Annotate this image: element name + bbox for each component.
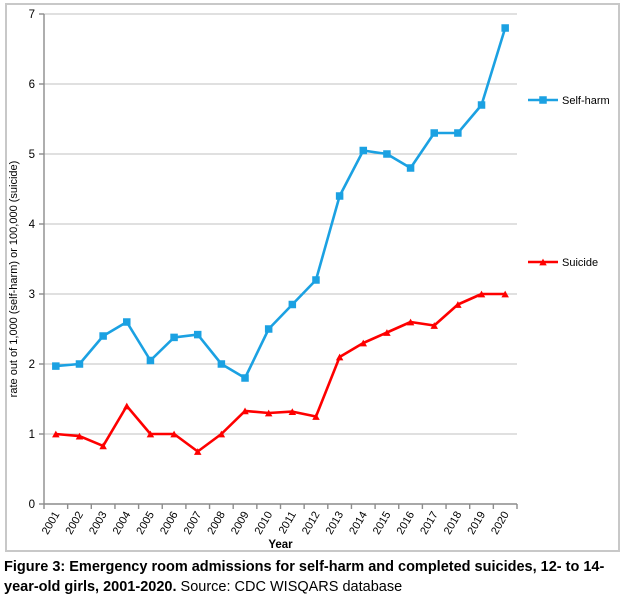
- data-point-marker: [454, 301, 462, 308]
- x-tick-label: 2003: [87, 510, 110, 537]
- data-point-marker: [359, 146, 368, 155]
- x-tick-label: 2009: [229, 510, 252, 537]
- data-point-marker: [146, 356, 155, 365]
- data-point-marker: [288, 408, 297, 415]
- data-point-marker: [288, 300, 297, 309]
- y-tick-label: 3: [29, 289, 35, 301]
- x-tick-label: 2008: [205, 510, 228, 537]
- x-tick-label: 2020: [489, 510, 512, 537]
- x-tick-label: 2018: [442, 510, 465, 537]
- y-axis-tick-labels: 0 1 2 3 4 5 6 7: [29, 9, 36, 511]
- data-point-marker: [383, 150, 391, 158]
- legend-item-suicide: Suicide: [528, 257, 598, 269]
- data-point-marker: [406, 318, 415, 326]
- data-point-marker: [501, 290, 509, 298]
- legend-item-self-harm: Self-harm: [528, 95, 610, 107]
- data-point-marker: [264, 325, 273, 333]
- data-point-marker: [170, 430, 178, 438]
- x-axis-title: Year: [268, 539, 293, 551]
- x-tick-label: 2007: [182, 510, 205, 537]
- x-tick-label: 2017: [418, 510, 441, 537]
- data-point-marker: [217, 430, 226, 438]
- data-point-marker: [477, 290, 486, 298]
- legend-label: Suicide: [562, 257, 598, 269]
- data-point-marker: [75, 432, 84, 440]
- y-tick-label: 1: [29, 429, 35, 441]
- data-point-marker: [406, 164, 415, 172]
- line-chart: 0 1 2 3 4 5 6 7 2001 2002 2003 2004 2005 2006 2007 2008…: [5, 3, 620, 552]
- data-point-marker: [539, 258, 547, 266]
- x-tick-label: 2016: [395, 510, 418, 537]
- data-point-marker: [383, 329, 391, 336]
- data-point-marker: [312, 276, 320, 284]
- data-point-marker: [264, 409, 273, 417]
- data-point-marker: [193, 330, 202, 339]
- data-point-marker: [52, 362, 60, 370]
- legend-label: Self-harm: [562, 95, 610, 107]
- y-axis-title: rate out of 1,000 (self-harm) or 100,000…: [8, 161, 20, 398]
- x-tick-label: 2005: [134, 510, 157, 537]
- x-tick-label: 2004: [111, 510, 134, 537]
- y-tick-label: 6: [29, 79, 35, 91]
- y-tick-label: 2: [29, 359, 35, 371]
- data-point-marker: [454, 129, 462, 137]
- x-tick-label: 2006: [158, 510, 181, 537]
- figure-caption: Figure 3: Emergency room admissions for …: [4, 557, 637, 597]
- data-point-marker: [170, 333, 178, 342]
- data-point-marker: [217, 360, 226, 368]
- x-tick-label: 2015: [371, 510, 394, 537]
- data-point-marker: [146, 430, 155, 438]
- data-point-marker: [75, 360, 84, 368]
- data-point-marker: [430, 322, 438, 329]
- data-point-marker: [312, 413, 320, 420]
- data-point-marker: [335, 192, 344, 200]
- data-point-marker: [99, 442, 107, 450]
- x-tick-label: 2014: [347, 510, 370, 537]
- x-tick-label: 2013: [324, 510, 347, 537]
- x-tick-label: 2010: [253, 510, 276, 537]
- data-point-marker: [539, 96, 547, 104]
- x-tick-label: 2019: [465, 510, 488, 537]
- data-point-marker: [430, 129, 438, 137]
- x-tick-label: 2001: [40, 510, 63, 537]
- series-suicide: [52, 290, 509, 455]
- data-point-marker: [359, 339, 368, 347]
- caption-source: Source: CDC WISQARS database: [180, 579, 403, 595]
- y-tick-label: 5: [29, 149, 35, 161]
- gridlines: [44, 13, 517, 505]
- data-point-marker: [241, 374, 249, 382]
- y-tick-label: 7: [29, 9, 35, 21]
- y-tick-label: 0: [29, 499, 35, 511]
- x-tick-label: 2012: [300, 510, 323, 537]
- data-point-marker: [52, 430, 60, 438]
- x-tick-label: 2011: [277, 510, 299, 536]
- data-point-marker: [99, 332, 107, 340]
- x-axis-tick-labels: 2001 2002 2003 2004 2005 2006 2007 2008 2009 2010…: [40, 510, 512, 537]
- data-point-marker: [241, 407, 249, 415]
- y-tick-label: 4: [29, 219, 36, 231]
- data-point-marker: [335, 353, 344, 361]
- data-point-marker: [123, 402, 131, 410]
- caption-title: Figure 3: Emergency room admissions for …: [4, 559, 605, 595]
- figure-border: [5, 3, 620, 552]
- x-tick-label: 2002: [63, 510, 86, 537]
- data-point-marker: [477, 101, 486, 109]
- data-point-marker: [501, 24, 509, 32]
- series-self-harm: [52, 24, 509, 382]
- axes: [39, 13, 518, 509]
- data-point-marker: [123, 318, 131, 326]
- data-point-marker: [193, 448, 202, 455]
